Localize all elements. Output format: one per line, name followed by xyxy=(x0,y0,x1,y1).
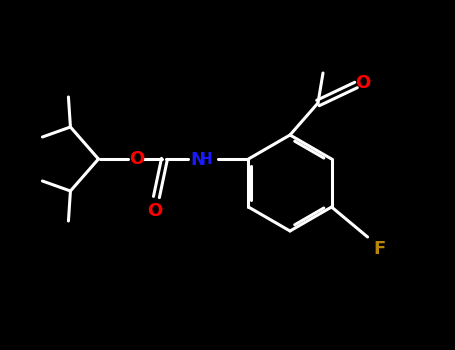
Text: O: O xyxy=(129,150,144,168)
Text: H: H xyxy=(200,152,213,167)
Text: F: F xyxy=(374,240,386,258)
Text: O: O xyxy=(147,202,162,220)
Text: N: N xyxy=(190,151,205,169)
Text: O: O xyxy=(355,74,371,92)
